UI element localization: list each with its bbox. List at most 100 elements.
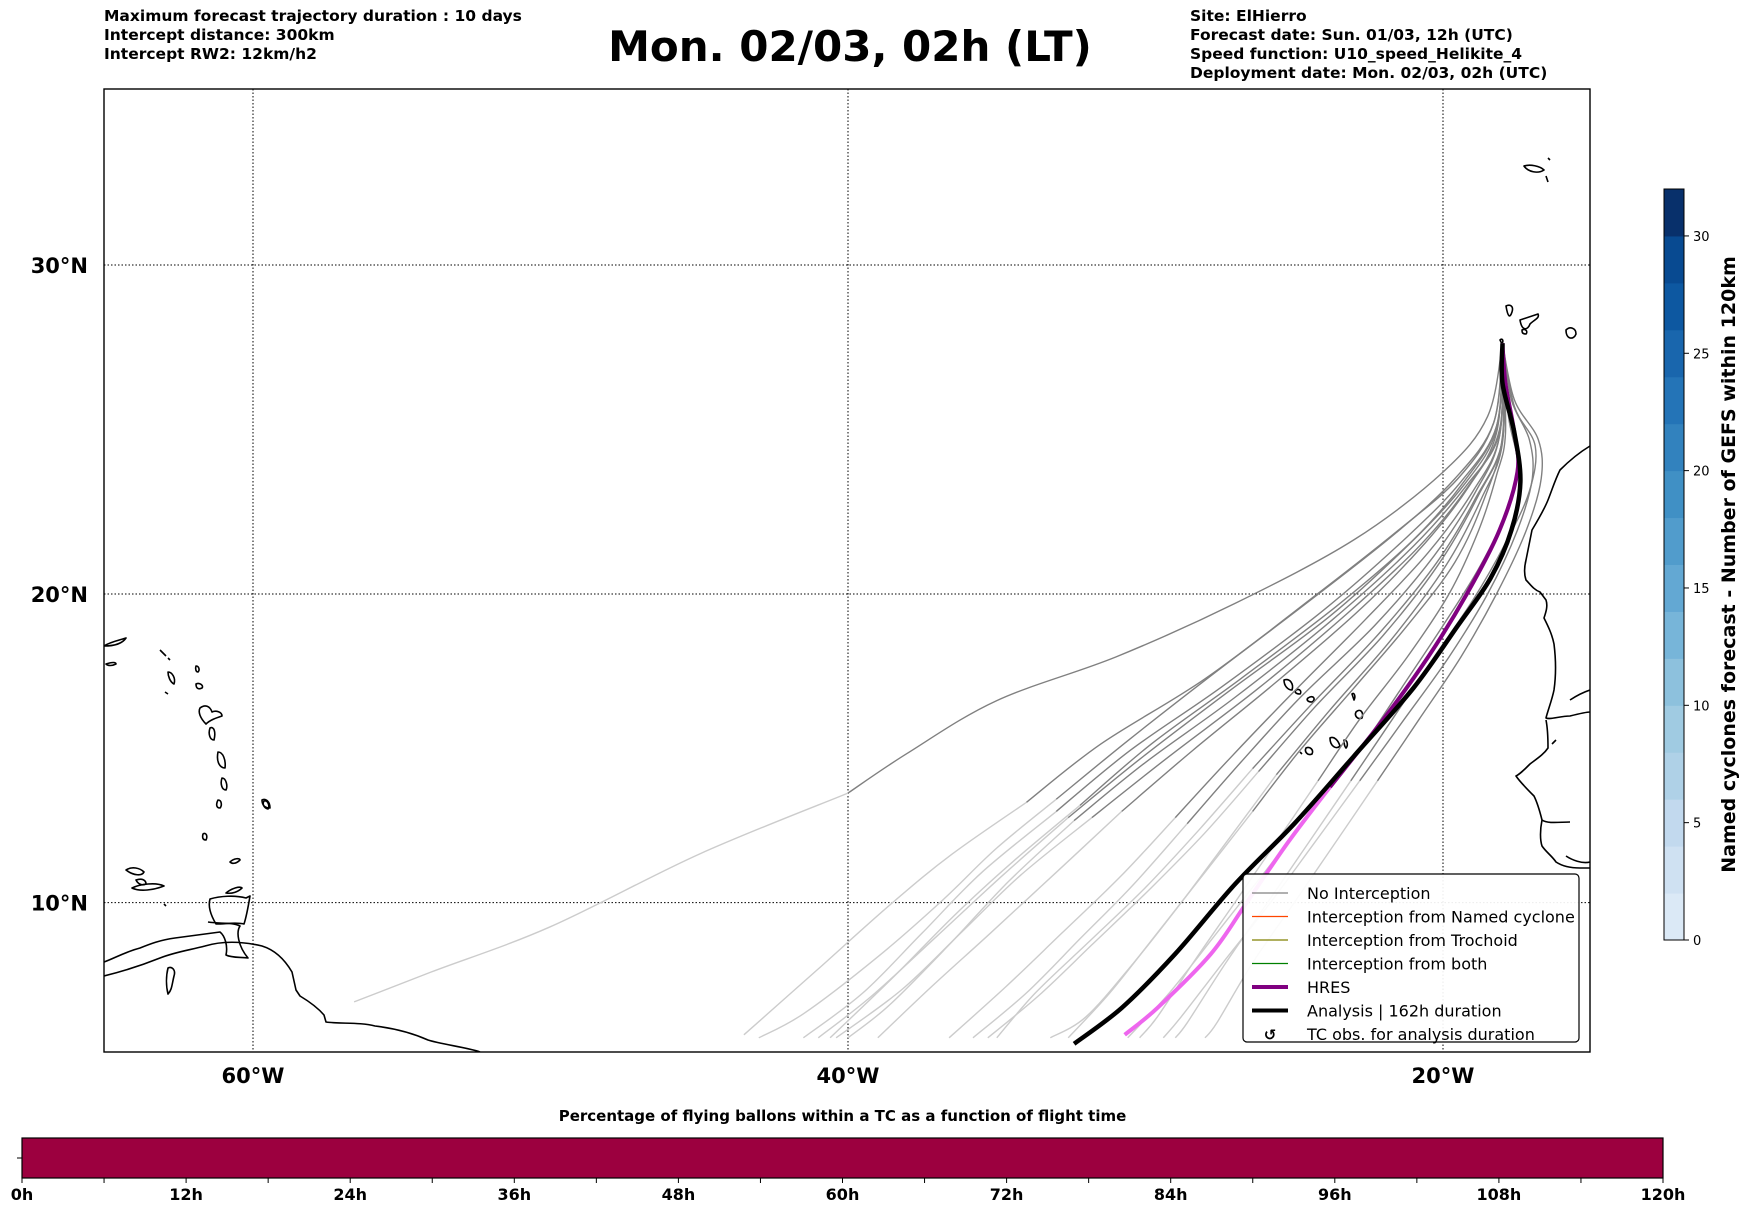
ensemble-trajectory-faded <box>1067 810 1254 1039</box>
main-title: Mon. 02/03, 02h (LT) <box>608 22 1092 71</box>
tc-bar-tick-label: 12h <box>169 1185 203 1204</box>
coastline-canaries-4 <box>1521 328 1528 335</box>
legend-entry: Analysis | 162h duration <box>1252 1002 1502 1021</box>
colorbar-level <box>1664 282 1684 331</box>
coastline-dominica <box>208 726 216 741</box>
max-duration-text: Maximum forecast trajectory duration : 1… <box>104 7 522 25</box>
coastline-martinique <box>216 751 226 769</box>
tc-bar-tick-label: 36h <box>497 1185 531 1204</box>
coastline-sa-interior <box>165 966 176 995</box>
coastline-tobago-small <box>229 857 241 865</box>
tc-bar-tick-label: 120h <box>1641 1185 1686 1204</box>
legend-label: Interception from Named cyclone <box>1307 908 1575 927</box>
ensemble-trajectory <box>1376 343 1544 782</box>
ensemble-trajectory-faded <box>817 817 1069 1039</box>
coastline-canaries-1 <box>1505 304 1514 317</box>
colorbar-tick-label: 5 <box>1693 817 1701 832</box>
colorbar-level <box>1664 705 1684 753</box>
tc-bar-tick-label: 24h <box>333 1185 367 1204</box>
colorbar-level <box>1664 893 1684 941</box>
forecast-date-text: Forecast date: Sun. 01/03, 12h (UTC) <box>1190 26 1513 44</box>
tc-bar-tick-label: 84h <box>1154 1185 1188 1204</box>
coastline-madeira <box>1523 157 1551 183</box>
ensemble-trajectory <box>1079 343 1504 806</box>
trajectories <box>353 343 1544 1046</box>
tc-obs-marker-icon: ↺ <box>1264 1026 1277 1044</box>
tc-bar-title: Percentage of flying ballons within a TC… <box>559 1107 1127 1125</box>
tc-bar-tick-label: 108h <box>1477 1185 1522 1204</box>
legend-label: Interception from Trochoid <box>1307 931 1518 950</box>
legend-label: No Interception <box>1307 884 1431 903</box>
colorbar-level <box>1664 752 1684 800</box>
legend-label: TC obs. for analysis duration <box>1306 1025 1535 1044</box>
lon-tick-label: 40°W <box>817 1064 880 1088</box>
coastline-cape-verde-1 <box>1283 678 1315 703</box>
ensemble-trajectory-faded <box>877 810 1123 1039</box>
colorbar-level <box>1664 564 1684 612</box>
coastline-africa-islands <box>1551 689 1590 864</box>
colorbar-level <box>1664 611 1684 659</box>
coastline-leeward-6 <box>195 682 204 690</box>
colorbar-frame <box>1663 188 1685 941</box>
colorbar-label: Named cyclones forecast - Number of GEFS… <box>1718 256 1740 873</box>
lat-tick-label: 30°N <box>31 254 88 278</box>
tc-percentage-bar: Percentage of flying ballons within a TC… <box>11 1107 1686 1204</box>
ensemble-trajectory-faded <box>743 801 1027 1036</box>
legend-label: Interception from both <box>1307 955 1487 974</box>
ensemble-trajectory-faded <box>802 810 1057 1039</box>
ensemble-trajectory <box>1073 343 1504 822</box>
legend-label: HRES <box>1307 978 1350 997</box>
ensemble-trajectory <box>1091 343 1504 819</box>
coastline-guadeloupe <box>198 705 223 725</box>
header-left-info: Maximum forecast trajectory duration : 1… <box>104 7 522 64</box>
map-frame <box>103 88 1591 1053</box>
colorbar-level <box>1664 846 1684 894</box>
coastline-leeward-4 <box>167 671 176 685</box>
tc-bar-tick-label: 48h <box>662 1185 696 1204</box>
deployment-date-text: Deployment date: Mon. 02/03, 02h (UTC) <box>1190 64 1548 82</box>
ensemble-trajectory-faded <box>972 823 1188 1039</box>
lat-tick-label: 10°N <box>31 892 88 916</box>
coastline-trinidad <box>208 895 251 925</box>
colorbar-level <box>1664 799 1684 847</box>
intercept-distance-text: Intercept distance: 300km <box>104 26 335 44</box>
ensemble-trajectory <box>1317 343 1507 782</box>
ensemble-trajectory-faded <box>353 792 849 1003</box>
ensemble-trajectory <box>1174 343 1504 819</box>
colorbar-level <box>1664 517 1684 565</box>
tc-percentage-segment <box>22 1138 1663 1178</box>
coastline-trinidad-venezuela <box>104 921 249 963</box>
ensemble-trajectory <box>847 343 1504 794</box>
coastline-leeward-5 <box>194 665 200 673</box>
colorbar-level <box>1664 189 1684 237</box>
legend-entry: ↺ TC obs. for analysis duration <box>1264 1025 1535 1044</box>
colorbar-tick-label: 10 <box>1693 699 1710 714</box>
ensemble-trajectory <box>1252 343 1506 770</box>
colorbar-level <box>1664 376 1684 425</box>
legend-entry: Interception from both <box>1252 955 1487 974</box>
header-right-info: Site: ElHierro Forecast date: Sun. 01/03… <box>1190 7 1547 83</box>
map-legend: No Interception Interception from Named c… <box>1242 873 1580 1044</box>
coastline-grenada <box>201 832 208 841</box>
tc-bar-tick-label: 0h <box>11 1185 34 1204</box>
coastline-guadeloupe-small <box>164 691 169 695</box>
analysis-trajectory <box>1072 343 1523 1046</box>
ensemble-trajectory-faded <box>996 768 1254 1039</box>
lon-tick-label: 60°W <box>222 1064 285 1088</box>
cyclone-colorbar: 0 5 10 15 20 25 30 Named cyclones forecast - Nu… <box>1663 188 1740 949</box>
colorbar-level <box>1664 235 1684 284</box>
legend-entry: No Interception <box>1252 884 1431 903</box>
colorbar-tick-label: 20 <box>1693 465 1710 480</box>
legend-label: Analysis | 162h duration <box>1307 1002 1502 1021</box>
coastline-africa-coast <box>1515 445 1590 869</box>
ensemble-trajectory-faded <box>829 804 1081 1039</box>
coastline-tobago <box>225 886 243 895</box>
colorbar-tick-label: 0 <box>1693 934 1701 949</box>
intercept-rw2-text: Intercept RW2: 12km/h2 <box>104 45 317 63</box>
coastline-south-america-coast <box>104 941 481 1052</box>
coastline-st-vincent <box>215 799 223 809</box>
colorbar-level <box>1664 423 1684 472</box>
ensemble-trajectory <box>1055 343 1504 800</box>
legend-box <box>1242 873 1580 1043</box>
